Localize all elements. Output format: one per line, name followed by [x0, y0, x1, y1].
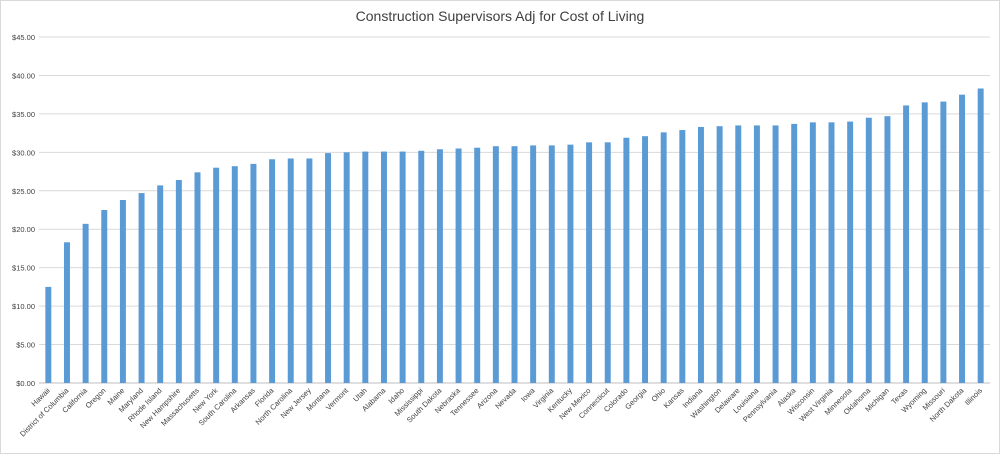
bar	[269, 159, 276, 383]
bar	[63, 242, 70, 383]
bar	[231, 166, 238, 383]
bar	[418, 150, 425, 383]
y-tick-label: $45.00	[12, 33, 35, 42]
bar	[213, 167, 220, 383]
bar	[660, 132, 667, 383]
bar	[306, 158, 313, 383]
bar	[82, 223, 89, 383]
bar	[977, 88, 984, 383]
x-tick-label: Illinois	[963, 386, 984, 407]
x-tick-label: Nevada	[493, 385, 518, 410]
y-tick-label: $25.00	[12, 187, 35, 196]
bar	[735, 125, 742, 383]
bar	[474, 147, 481, 383]
y-tick-label: $0.00	[16, 379, 35, 388]
x-tick-label: Oregon	[84, 386, 108, 410]
y-tick-label: $10.00	[12, 302, 35, 311]
chart-title: Construction Supervisors Adj for Cost of…	[355, 8, 645, 24]
y-tick-label: $5.00	[16, 341, 35, 350]
y-tick-label: $40.00	[12, 71, 35, 80]
bar	[455, 148, 462, 383]
bar	[530, 145, 537, 383]
bar	[567, 144, 574, 383]
bar	[791, 123, 798, 383]
bar	[436, 149, 443, 383]
bar	[772, 125, 779, 383]
bar	[157, 185, 164, 383]
bar	[287, 158, 294, 383]
bar	[492, 146, 499, 383]
bar	[884, 116, 891, 383]
bar	[959, 94, 966, 384]
bar	[138, 193, 145, 383]
bar	[586, 142, 593, 383]
bar	[623, 137, 630, 383]
bar	[865, 117, 872, 383]
bar	[604, 142, 611, 383]
bar	[511, 146, 518, 383]
bar	[809, 122, 816, 383]
bar	[399, 151, 406, 383]
bar	[847, 121, 854, 384]
bar	[325, 153, 332, 383]
bar	[343, 152, 350, 383]
bar	[642, 136, 649, 383]
x-tick-label: Georgia	[623, 385, 649, 411]
bar	[828, 122, 835, 383]
bar	[753, 125, 760, 383]
bar	[940, 101, 947, 383]
y-tick-label: $35.00	[12, 110, 35, 119]
bar	[380, 151, 387, 383]
bar	[716, 126, 723, 384]
bar	[548, 145, 555, 383]
bar	[679, 130, 686, 383]
bar	[697, 126, 704, 384]
bar	[921, 102, 928, 383]
bar	[194, 172, 201, 383]
bar	[45, 286, 52, 383]
bar	[101, 210, 108, 383]
bar	[175, 180, 182, 383]
y-tick-label: $20.00	[12, 225, 35, 234]
bar	[362, 151, 369, 383]
bar	[119, 200, 126, 383]
bar	[250, 163, 257, 383]
bar	[903, 105, 910, 383]
y-tick-label: $30.00	[12, 148, 35, 157]
y-tick-label: $15.00	[12, 264, 35, 273]
